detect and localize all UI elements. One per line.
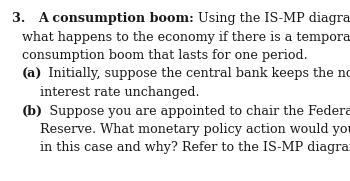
Text: 3.: 3. [12,12,38,25]
Text: Using the IS-MP diagram, explain: Using the IS-MP diagram, explain [194,12,350,25]
Text: A consumption boom:: A consumption boom: [38,12,194,25]
Text: in this case and why? Refer to the IS-MP diagram.: in this case and why? Refer to the IS-MP… [40,142,350,155]
Text: interest rate unchanged.: interest rate unchanged. [40,86,200,99]
Text: Initially, suppose the central bank keeps the nominal: Initially, suppose the central bank keep… [42,68,350,81]
Text: consumption boom that lasts for one period.: consumption boom that lasts for one peri… [22,49,308,62]
Text: Reserve. What monetary policy action would you take: Reserve. What monetary policy action wou… [40,123,350,136]
Text: (a): (a) [22,68,42,81]
Text: Suppose you are appointed to chair the Federal: Suppose you are appointed to chair the F… [43,104,350,117]
Text: what happens to the economy if there is a temporary: what happens to the economy if there is … [22,31,350,43]
Text: (b): (b) [22,104,43,117]
